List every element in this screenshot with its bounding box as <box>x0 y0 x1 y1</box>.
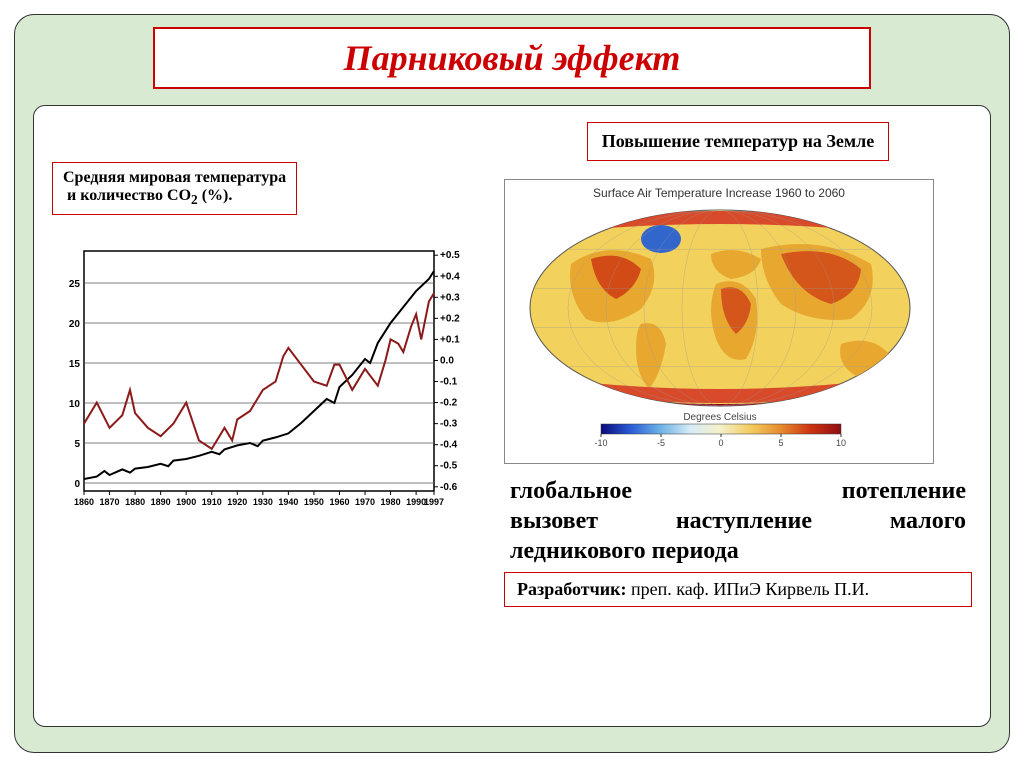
svg-text:-0.2: -0.2 <box>440 398 458 409</box>
svg-text:+0.4: +0.4 <box>440 271 460 282</box>
footer-rest: преп. каф. ИПиЭ Кирвель П.И. <box>627 579 870 599</box>
svg-text:5: 5 <box>74 439 80 450</box>
svg-text:-0.6: -0.6 <box>440 482 458 493</box>
caption-text: глобальное потеплениевызовет наступление… <box>504 476 972 566</box>
slide-title: Парниковый эффект <box>155 37 870 79</box>
svg-text:1920: 1920 <box>227 497 247 507</box>
slide: Парниковый эффект Средняя мировая темпер… <box>14 14 1010 753</box>
svg-text:1997: 1997 <box>424 497 444 507</box>
title-box: Парниковый эффект <box>153 27 872 89</box>
footer-prefix: Разработчик: <box>517 579 627 599</box>
chart-container: 0 5 10 15 20 25 -0.6 -0.5 -0.4 -0.3 -0.2 -0.1 0.0 +0.… <box>52 243 484 718</box>
temperature-co2-chart: 0 5 10 15 20 25 -0.6 -0.5 -0.4 -0.3 -0.2 -0.1 0.0 +0.… <box>52 243 472 513</box>
chart-label: Средняя мировая температура и количество… <box>52 162 297 215</box>
svg-text:1980: 1980 <box>381 497 401 507</box>
svg-text:+0.2: +0.2 <box>440 314 460 325</box>
right-column: Повышение температур на Земле Surface Ai… <box>504 122 972 718</box>
svg-text:20: 20 <box>69 319 81 330</box>
globe-map: Degrees Celsius -10 -5 0 5 10 <box>511 204 929 452</box>
svg-text:1870: 1870 <box>100 497 120 507</box>
svg-text:-0.4: -0.4 <box>440 440 458 451</box>
svg-text:1880: 1880 <box>125 497 145 507</box>
svg-text:+0.1: +0.1 <box>440 335 460 346</box>
svg-text:25: 25 <box>69 279 81 290</box>
svg-text:10: 10 <box>69 399 81 410</box>
svg-text:Degrees Celsius: Degrees Celsius <box>683 412 756 423</box>
left-column: Средняя мировая температура и количество… <box>52 122 484 718</box>
footer-credit: Разработчик: преп. каф. ИПиЭ Кирвель П.И… <box>504 572 972 607</box>
svg-text:10: 10 <box>836 438 846 448</box>
svg-text:0.0: 0.0 <box>440 356 454 367</box>
globe-container: Surface Air Temperature Increase 1960 to… <box>504 179 934 464</box>
svg-text:+0.3: +0.3 <box>440 293 460 304</box>
svg-text:0: 0 <box>74 479 80 490</box>
svg-text:-0.3: -0.3 <box>440 419 458 430</box>
svg-text:-0.1: -0.1 <box>440 377 458 388</box>
svg-text:1950: 1950 <box>304 497 324 507</box>
svg-text:1900: 1900 <box>176 497 196 507</box>
svg-text:-5: -5 <box>657 438 665 448</box>
svg-text:1970: 1970 <box>355 497 375 507</box>
svg-text:5: 5 <box>778 438 783 448</box>
svg-text:1930: 1930 <box>253 497 273 507</box>
svg-text:1860: 1860 <box>74 497 94 507</box>
svg-text:1910: 1910 <box>202 497 222 507</box>
svg-text:1890: 1890 <box>151 497 171 507</box>
svg-text:-0.5: -0.5 <box>440 461 458 472</box>
svg-text:1960: 1960 <box>329 497 349 507</box>
content-panel: Средняя мировая температура и количество… <box>33 105 991 727</box>
map-label: Повышение температур на Земле <box>587 122 890 161</box>
svg-text:15: 15 <box>69 359 81 370</box>
globe-title: Surface Air Temperature Increase 1960 to… <box>511 186 927 200</box>
svg-text:+0.5: +0.5 <box>440 250 460 261</box>
svg-text:-10: -10 <box>594 438 607 448</box>
svg-text:1940: 1940 <box>278 497 298 507</box>
svg-text:0: 0 <box>718 438 723 448</box>
